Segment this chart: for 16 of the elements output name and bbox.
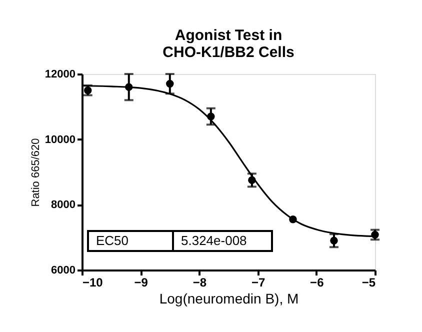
text: CHO-K1/BB2 Cells xyxy=(162,44,294,61)
x-tick-label: −7 xyxy=(251,276,266,290)
annotation: EC50 xyxy=(96,233,129,248)
x-axis-title: Log(neuromedin B), M xyxy=(159,290,299,306)
y-tick-label: 12000 xyxy=(44,68,76,80)
x-tick-label: −10 xyxy=(82,276,104,290)
y-tick-label: 6000 xyxy=(51,264,76,276)
x-tick-label: −9 xyxy=(134,276,148,290)
x-tick-label: −6 xyxy=(310,276,324,290)
y-tick-label: 8000 xyxy=(51,199,76,212)
text: Agonist Test in xyxy=(174,27,282,44)
x-tick-label: −5 xyxy=(362,276,376,290)
y-tick-label: 10000 xyxy=(44,134,76,146)
x-tick-label: −8 xyxy=(192,276,207,290)
y-axis-title: Ratio 665/620 xyxy=(30,138,42,207)
annotation: 5.324e-008 xyxy=(181,233,247,248)
